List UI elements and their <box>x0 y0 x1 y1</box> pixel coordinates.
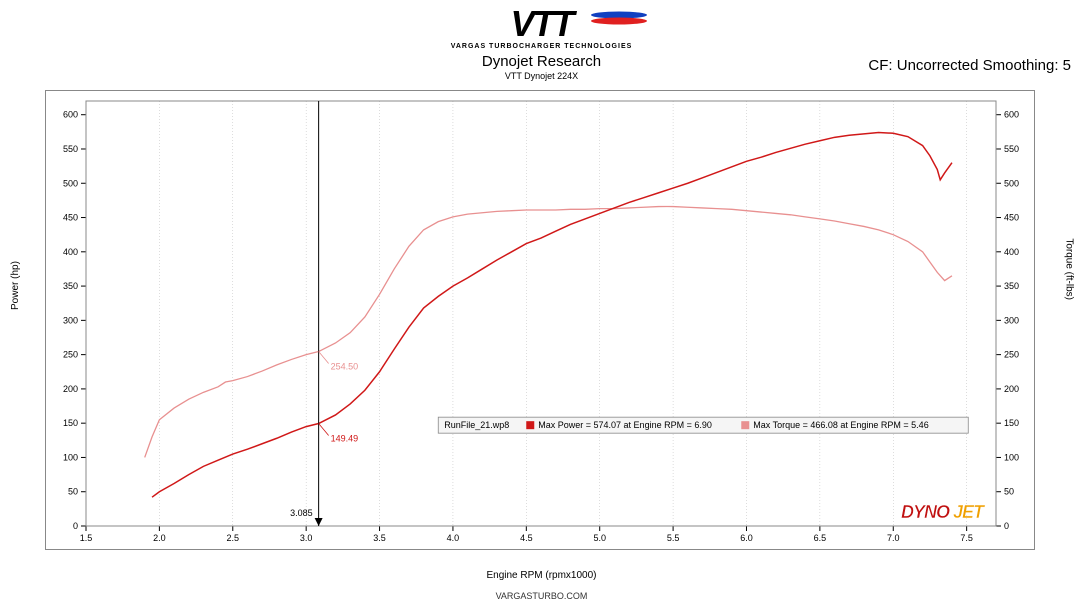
x-axis-label: Engine RPM (rpmx1000) <box>0 570 1083 581</box>
svg-text:6.0: 6.0 <box>740 533 753 543</box>
logo-main: VTT <box>511 3 573 45</box>
svg-text:JET: JET <box>953 502 986 522</box>
svg-text:0: 0 <box>73 521 78 531</box>
dyno-chart: 1.5 2.0 2.5 3.0 3.5 4.0 4.5 5.0 5.5 6.0 6.5 7.0 7.5 0… <box>45 90 1035 550</box>
brand-logo: VTT VARGAS TURBOCHARGER TECHNOLOGIES <box>0 3 1083 50</box>
svg-text:350: 350 <box>63 281 78 291</box>
svg-text:500: 500 <box>63 178 78 188</box>
svg-text:50: 50 <box>1004 487 1014 497</box>
svg-text:300: 300 <box>63 315 78 325</box>
svg-text:200: 200 <box>63 384 78 394</box>
svg-text:100: 100 <box>63 452 78 462</box>
svg-text:5.5: 5.5 <box>667 533 680 543</box>
svg-text:5.0: 5.0 <box>593 533 606 543</box>
svg-text:1.5: 1.5 <box>80 533 93 543</box>
svg-text:500: 500 <box>1004 178 1019 188</box>
svg-text:254.50: 254.50 <box>331 362 359 372</box>
svg-text:4.0: 4.0 <box>447 533 460 543</box>
svg-text:6.5: 6.5 <box>814 533 827 543</box>
y-axis-right-label: Torque (ft-lbs) <box>1064 238 1075 300</box>
svg-text:4.5: 4.5 <box>520 533 533 543</box>
svg-text:250: 250 <box>1004 350 1019 360</box>
svg-text:3.0: 3.0 <box>300 533 313 543</box>
svg-text:2.0: 2.0 <box>153 533 166 543</box>
svg-text:550: 550 <box>1004 144 1019 154</box>
svg-text:3.085: 3.085 <box>290 508 313 518</box>
svg-text:DYNO: DYNO <box>901 502 950 522</box>
svg-text:50: 50 <box>68 487 78 497</box>
svg-text:3.5: 3.5 <box>373 533 386 543</box>
svg-text:150: 150 <box>1004 418 1019 428</box>
svg-text:550: 550 <box>63 144 78 154</box>
correction-factor-label: CF: Uncorrected Smoothing: 5 <box>868 57 1071 74</box>
svg-text:400: 400 <box>1004 247 1019 257</box>
svg-text:400: 400 <box>63 247 78 257</box>
logo-swoosh-icon <box>589 11 649 25</box>
svg-text:250: 250 <box>63 350 78 360</box>
svg-text:450: 450 <box>1004 213 1019 223</box>
svg-text:300: 300 <box>1004 315 1019 325</box>
svg-text:Max Power = 574.07 at Engine R: Max Power = 574.07 at Engine RPM = 6.90 <box>538 420 712 430</box>
svg-text:200: 200 <box>1004 384 1019 394</box>
svg-text:600: 600 <box>1004 110 1019 120</box>
svg-text:350: 350 <box>1004 281 1019 291</box>
svg-text:0: 0 <box>1004 521 1009 531</box>
svg-text:2.5: 2.5 <box>227 533 240 543</box>
svg-text:RunFile_21.wp8: RunFile_21.wp8 <box>444 420 509 430</box>
svg-text:7.0: 7.0 <box>887 533 900 543</box>
svg-text:Max Torque = 466.08 at Engine: Max Torque = 466.08 at Engine RPM = 5.46 <box>753 420 928 430</box>
chart-svg: 1.5 2.0 2.5 3.0 3.5 4.0 4.5 5.0 5.5 6.0 6.5 7.0 7.5 0… <box>46 91 1036 551</box>
svg-text:7.5: 7.5 <box>960 533 973 543</box>
logo-letters: VTT <box>511 3 573 44</box>
svg-text:100: 100 <box>1004 452 1019 462</box>
svg-text:149.49: 149.49 <box>331 434 359 444</box>
svg-text:150: 150 <box>63 418 78 428</box>
footer-url: VARGASTURBO.COM <box>0 591 1083 601</box>
svg-text:450: 450 <box>63 213 78 223</box>
y-axis-left-label: Power (hp) <box>10 261 21 310</box>
svg-text:600: 600 <box>63 110 78 120</box>
